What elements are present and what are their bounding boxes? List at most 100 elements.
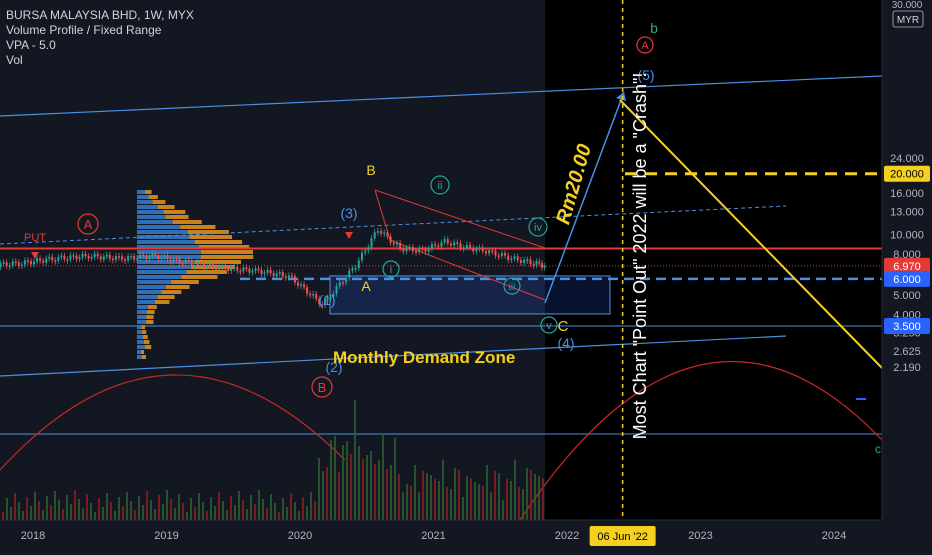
- volume-bar: [318, 458, 320, 520]
- minor-iv-label: iv: [534, 222, 542, 234]
- volume-profile: [137, 190, 254, 359]
- volume-bar: [94, 512, 96, 520]
- candle-body: [127, 256, 130, 261]
- price-tick-label: 8.000: [893, 249, 921, 261]
- price-tick-label: 2.190: [893, 362, 921, 374]
- candle-body: [218, 266, 221, 270]
- candle-body: [130, 255, 133, 258]
- circle-b-ring: [311, 376, 333, 398]
- candle-body: [178, 258, 181, 264]
- candle-body: [212, 263, 215, 268]
- profile-bar-blue: [137, 225, 181, 229]
- candle-body: [187, 260, 190, 262]
- profile-bar-blue: [137, 235, 190, 239]
- volume-bar: [294, 502, 296, 520]
- sell-marker: [345, 232, 353, 239]
- candle-body: [383, 232, 386, 235]
- profile-bar-blue: [137, 210, 164, 214]
- candle-body: [427, 248, 430, 252]
- profile-bar-blue: [137, 250, 201, 254]
- candle-body: [478, 247, 481, 250]
- volume-bar: [102, 507, 104, 520]
- indicator-vol[interactable]: Vol: [6, 53, 23, 67]
- price-badge: [884, 165, 930, 182]
- volume-bar: [290, 493, 292, 520]
- vertical-note-label: Most Chart "Point Out" 2022 will be a "C…: [630, 73, 650, 440]
- profile-bar-orange: [157, 205, 175, 209]
- volume-bar: [50, 505, 52, 520]
- candle-body: [345, 277, 348, 283]
- candle-body: [172, 258, 175, 262]
- volume-bar: [398, 474, 400, 520]
- projection-arrow-head: [616, 92, 626, 101]
- candle-body: [111, 258, 114, 261]
- candle-body: [5, 262, 8, 266]
- candle-body: [205, 265, 208, 268]
- candle-body: [351, 268, 354, 271]
- candle-body: [193, 265, 196, 267]
- volume-bar: [514, 460, 516, 520]
- volume-bar: [410, 486, 412, 520]
- candle-body: [516, 256, 519, 261]
- volume-bar: [234, 505, 236, 520]
- candle-body: [324, 298, 327, 306]
- volume-bar: [446, 487, 448, 520]
- candle-body: [341, 282, 344, 284]
- profile-bar-orange: [144, 345, 152, 349]
- volume-bar: [218, 492, 220, 520]
- cycle-arc-2: [519, 361, 883, 521]
- channel-lower: [0, 335, 787, 377]
- volume-bar: [390, 465, 392, 520]
- volume-bar: [230, 496, 232, 520]
- candle-body: [475, 249, 478, 252]
- volume-bar: [538, 476, 540, 520]
- volume-bar: [126, 492, 128, 520]
- price-badge-value: 6.970: [893, 261, 921, 273]
- volume-bar: [510, 481, 512, 520]
- correction-channel-top: [374, 189, 546, 249]
- candle-body: [281, 272, 284, 277]
- candle-body: [440, 242, 443, 247]
- price-tick-label: 16.000: [890, 188, 924, 200]
- candle-body: [481, 247, 484, 252]
- profile-bar-blue: [137, 280, 171, 284]
- volume-bar: [470, 478, 472, 520]
- candle-body: [543, 265, 546, 268]
- circle-a-ring: [77, 213, 99, 235]
- volume-bar: [2, 512, 4, 520]
- volume-bar: [530, 470, 532, 520]
- candle-body: [526, 259, 529, 261]
- candle-body: [163, 255, 166, 258]
- profile-bar-orange: [187, 230, 229, 234]
- candle-body: [367, 247, 370, 251]
- volume-bar: [134, 510, 136, 520]
- volume-bar: [306, 506, 308, 520]
- candle-body: [124, 259, 127, 261]
- candle-body: [260, 269, 263, 275]
- candle-body: [263, 272, 266, 275]
- candle-body: [519, 260, 522, 263]
- indicator-vpa[interactable]: VPA - 5.0: [6, 38, 56, 52]
- candle-body: [446, 239, 449, 244]
- price-badge: [884, 270, 930, 287]
- volume-bar: [18, 502, 20, 520]
- volume-bar: [6, 498, 8, 520]
- indicator-volume-profile[interactable]: Volume Profile / Fixed Range: [6, 23, 162, 37]
- price-tick-label: 13.000: [890, 206, 924, 218]
- volume-bar: [150, 500, 152, 520]
- volume-bar: [422, 471, 424, 520]
- minor-ii-label: ii: [438, 180, 443, 192]
- candle-body: [114, 256, 117, 260]
- volume-bar: [450, 489, 452, 520]
- volume-bar: [182, 503, 184, 520]
- profile-bar-blue: [137, 245, 199, 249]
- volume-bar: [462, 497, 464, 520]
- volume-bar: [466, 476, 468, 520]
- profile-bar-blue: [137, 305, 148, 309]
- volume-bar: [382, 433, 384, 520]
- put-label: PUT: [24, 232, 46, 244]
- volume-bar: [54, 491, 56, 520]
- candle-body: [318, 298, 321, 305]
